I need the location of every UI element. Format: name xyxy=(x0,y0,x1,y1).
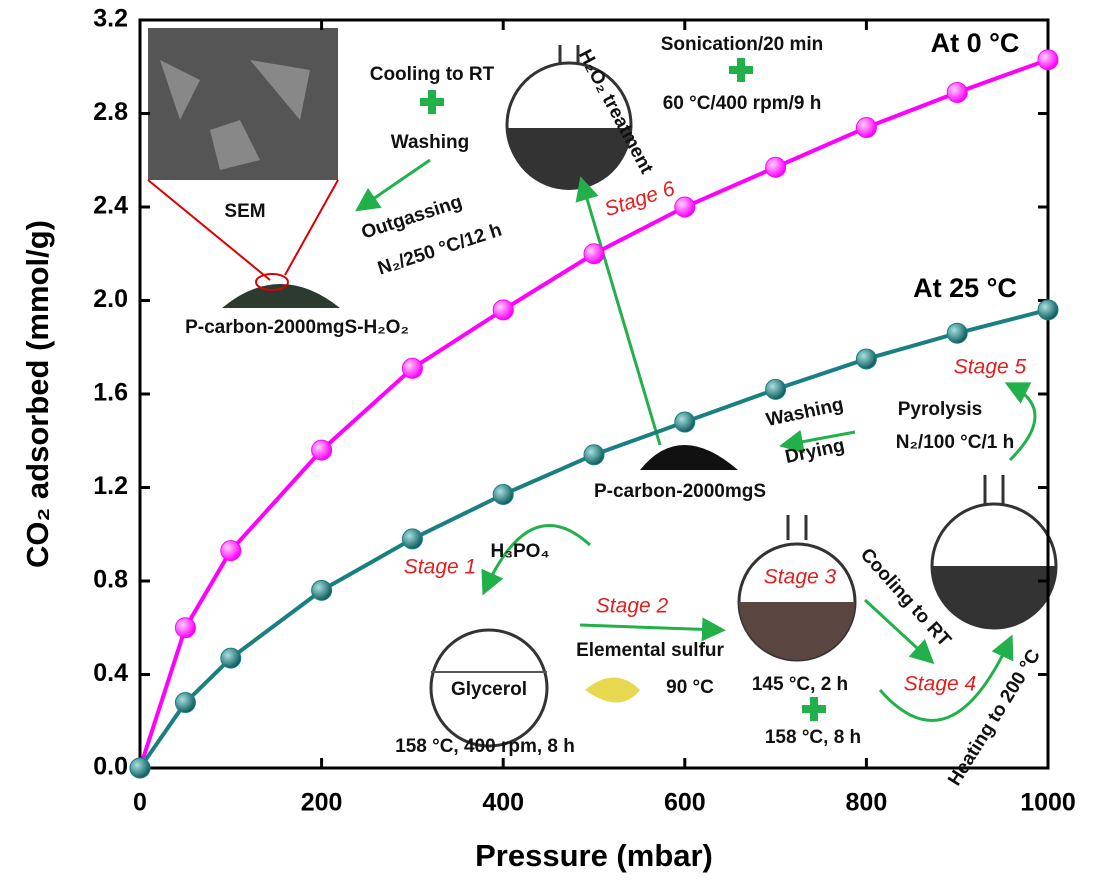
data-point xyxy=(583,243,605,265)
flask-liquid xyxy=(932,566,1056,628)
data-point xyxy=(401,357,423,379)
y-tick-label: 0.0 xyxy=(93,753,128,781)
data-point xyxy=(1037,49,1059,71)
stage-label: Stage 2 xyxy=(596,595,669,618)
series-label: At 0 °C xyxy=(931,28,1020,58)
y-tick-label: 1.6 xyxy=(93,379,128,407)
scheme-decor xyxy=(147,28,1058,748)
data-point xyxy=(220,540,242,562)
series-line xyxy=(138,57,1049,769)
annotation: N₂/100 °C/1 h xyxy=(896,432,1014,453)
stage-label: Stage 5 xyxy=(954,356,1027,379)
annotation: Pyrolysis xyxy=(898,399,983,420)
x-tick-label: 200 xyxy=(301,789,343,817)
stage-label: Stage 4 xyxy=(904,673,976,696)
data-point xyxy=(1037,299,1059,321)
y-tick-label: 2.4 xyxy=(93,192,128,220)
sulfur xyxy=(585,677,640,703)
x-axis-label: Pressure (mbar) xyxy=(475,838,713,873)
annotation: 145 °C, 2 h xyxy=(752,674,848,695)
sem-grains xyxy=(160,60,310,170)
data-point xyxy=(765,156,787,178)
annotation: Cooling to RT xyxy=(370,64,495,85)
x-tick-label: 400 xyxy=(482,789,524,817)
data-point xyxy=(311,439,333,461)
annotation: Sonication/20 min xyxy=(661,34,824,55)
data-point xyxy=(855,348,877,370)
y-tick-label: 3.2 xyxy=(93,5,128,33)
flask-neck xyxy=(786,515,808,540)
y-tick-label: 0.8 xyxy=(93,566,128,594)
data-point xyxy=(492,299,514,321)
flask-liquid xyxy=(739,602,855,660)
powder-pile xyxy=(640,445,738,470)
data-point xyxy=(220,647,242,669)
stage-label: Stage 1 xyxy=(404,556,476,579)
flask xyxy=(429,628,549,748)
data-point xyxy=(492,484,514,506)
y-tick-label: 1.2 xyxy=(93,472,128,500)
data-point xyxy=(583,444,605,466)
arrows xyxy=(355,158,1037,722)
annotation: SEM xyxy=(224,201,265,222)
y-axis-label: CO₂ adsorbed (mmol/g) xyxy=(20,220,55,568)
y-tick-label: 0.4 xyxy=(93,659,128,687)
annotation: Glycerol xyxy=(451,679,527,700)
y-tick-label: 2.8 xyxy=(93,98,128,126)
annotation: P-carbon-2000mgS-H₂O₂ xyxy=(185,317,409,338)
data-point xyxy=(129,757,151,779)
flask-neck xyxy=(983,475,1005,505)
zoom-ring xyxy=(255,273,289,291)
zoom-lines xyxy=(147,179,339,281)
x-tick-label: 800 xyxy=(846,789,888,817)
annotation: 90 °C xyxy=(666,677,714,698)
flask-liquid xyxy=(507,128,631,190)
series-line xyxy=(138,307,1049,770)
data-point xyxy=(174,692,196,714)
data-point xyxy=(855,117,877,139)
y-tick-label: 2.0 xyxy=(93,285,128,313)
data-point xyxy=(765,378,787,400)
annotation: Elemental sulfur xyxy=(576,640,724,661)
x-tick-label: 600 xyxy=(664,789,706,817)
annotation: 60 °C/400 rpm/9 h xyxy=(663,93,822,114)
stage-label: Stage 3 xyxy=(764,566,837,589)
x-tick-label: 1000 xyxy=(1020,789,1076,817)
data-point xyxy=(946,322,968,344)
series-label: At 25 °C xyxy=(913,273,1017,303)
annotation: Drying xyxy=(783,435,846,468)
annotation: 158 °C, 8 h xyxy=(765,727,861,748)
data-point xyxy=(946,81,968,103)
plus-signs xyxy=(420,58,826,721)
data-point xyxy=(401,528,423,550)
x-tick-label: 0 xyxy=(133,789,147,817)
annotation: H₃PO₄ xyxy=(490,541,549,562)
annotation: P-carbon-2000mgS xyxy=(594,481,766,502)
powder-pile xyxy=(222,284,340,308)
data-point xyxy=(174,617,196,639)
data-point xyxy=(311,579,333,601)
annotation: Washing xyxy=(391,132,469,153)
data-point xyxy=(674,196,696,218)
data-point xyxy=(674,411,696,433)
annotation: 158 °C, 400 rpm, 8 h xyxy=(395,736,575,757)
